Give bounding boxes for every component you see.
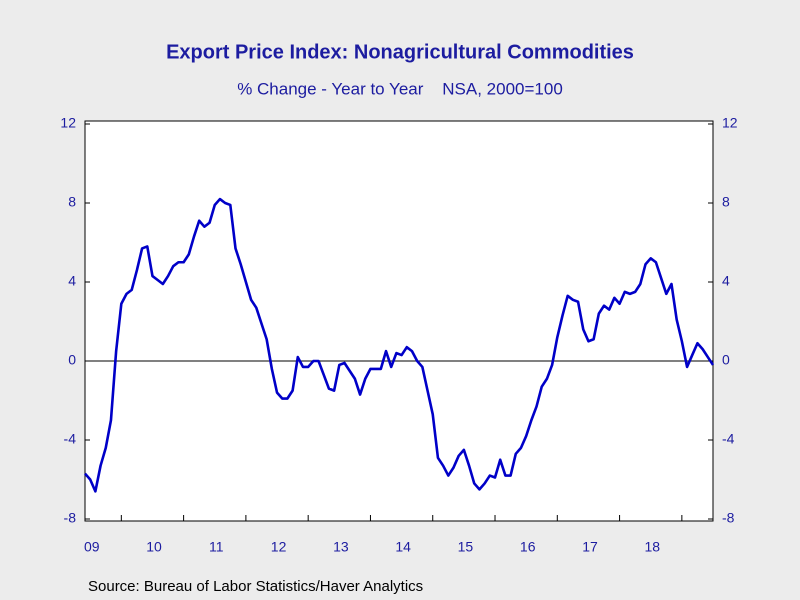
y2-tick-label: 0 — [722, 352, 730, 368]
x-tick-label: 16 — [520, 539, 536, 555]
y2-tick-label: 8 — [722, 194, 730, 210]
x-tick-label: 09 — [84, 539, 100, 555]
x-tick-label: 15 — [458, 539, 474, 555]
y2-tick-label: 12 — [722, 115, 738, 131]
y-tick-label: 4 — [68, 273, 76, 289]
chart-subtitle: % Change - Year to Year NSA, 2000=100 — [237, 79, 563, 98]
y-tick-label: 8 — [68, 194, 76, 210]
plot-area — [84, 120, 714, 522]
y-tick-label: -4 — [64, 431, 77, 447]
data-line — [84, 197, 715, 493]
y2-tick-label: -8 — [722, 510, 735, 526]
y2-tick-label: 4 — [722, 273, 730, 289]
y2-tick-label: -4 — [722, 431, 735, 447]
source: Source: Bureau of Labor Statistics/Haver… — [88, 578, 423, 595]
y-tick-label: 12 — [60, 115, 76, 131]
x-tick-label: 17 — [582, 539, 598, 555]
x-tick-label: 13 — [333, 539, 349, 555]
x-tick-label: 12 — [271, 539, 287, 555]
x-tick-label: 14 — [395, 539, 411, 555]
chart-title: Export Price Index: Nonagricultural Comm… — [166, 41, 634, 63]
y-tick-label: -8 — [64, 510, 77, 526]
x-tick-label: 10 — [146, 539, 162, 555]
x-tick-label: 11 — [209, 539, 224, 555]
x-tick-label: 18 — [644, 539, 660, 555]
y-tick-label: 0 — [68, 352, 76, 368]
